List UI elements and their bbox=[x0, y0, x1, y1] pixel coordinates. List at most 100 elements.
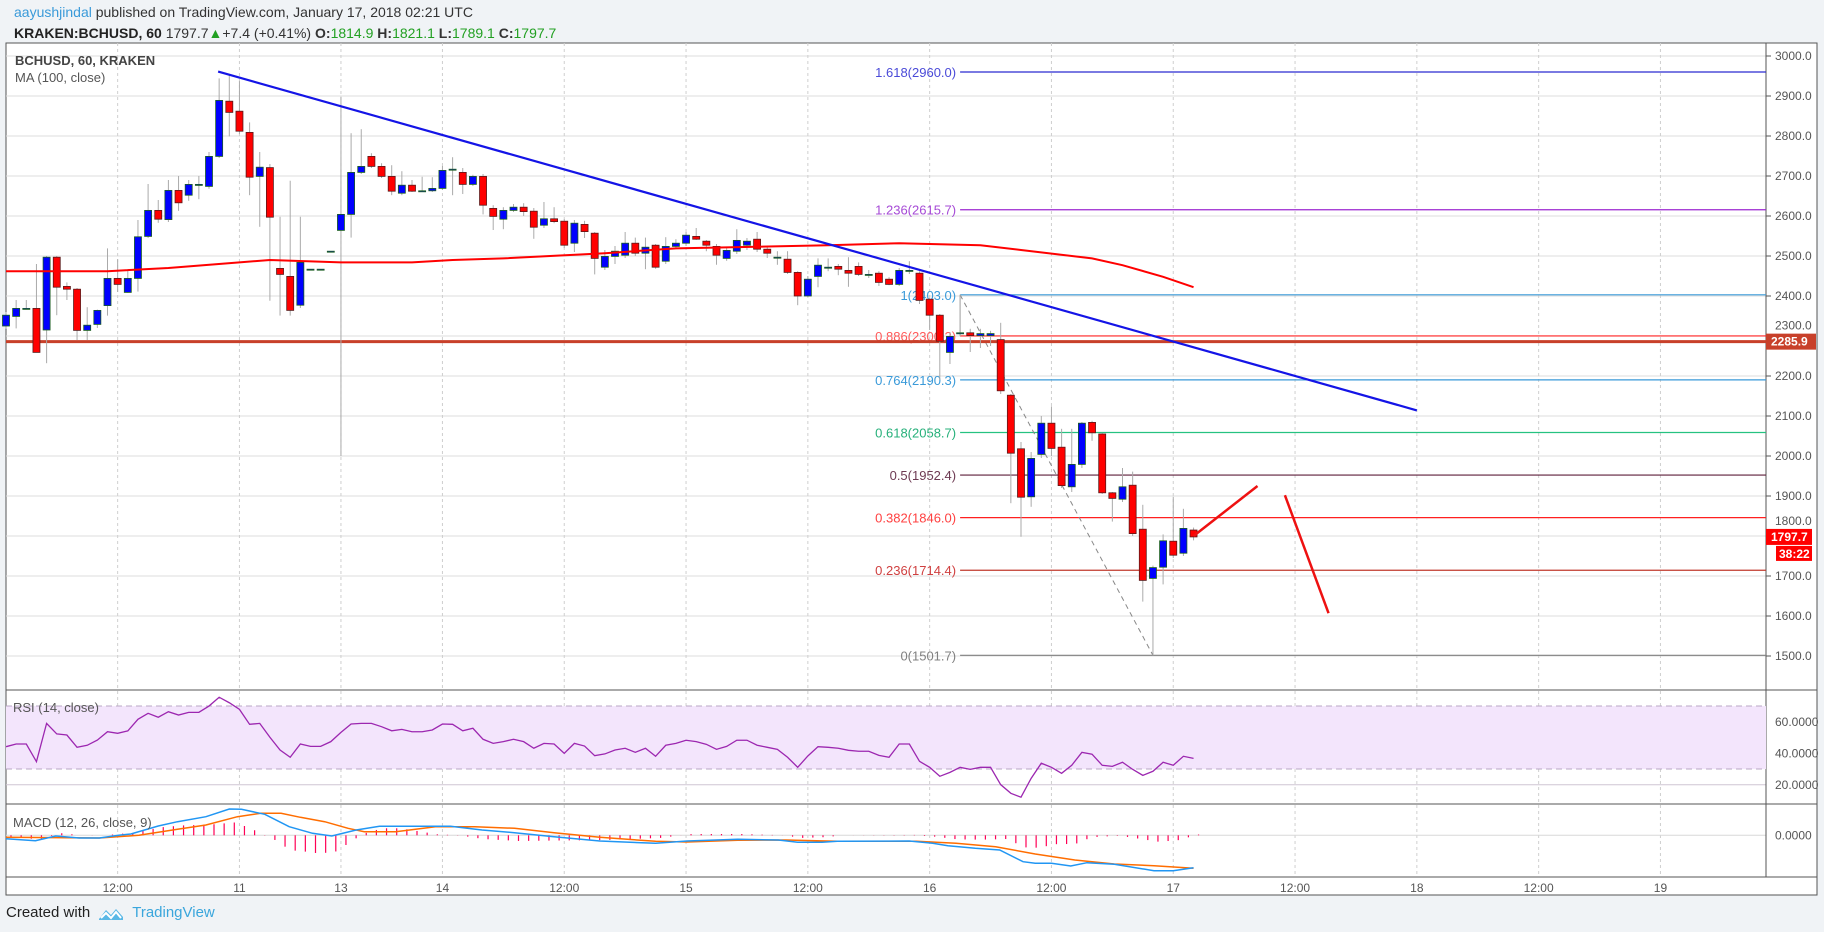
author-link[interactable]: aayushjindal bbox=[14, 4, 92, 20]
rsi-tick-label: 40.0000 bbox=[1775, 746, 1819, 760]
symbol-info: KRAKEN:BCHUSD, 60 1797.7▲+7.4 (+0.41%) O… bbox=[14, 25, 556, 41]
time-tick-label: 13 bbox=[334, 881, 348, 895]
time-tick-label: 16 bbox=[923, 881, 937, 895]
footer: Created with TradingView bbox=[6, 904, 215, 921]
macd-legend[interactable]: MACD (12, 26, close, 9) bbox=[13, 815, 152, 830]
triangle-up-icon: ▲ bbox=[208, 25, 223, 41]
candle-up bbox=[438, 169, 447, 189]
candle-up bbox=[682, 234, 690, 244]
support-price-badge bbox=[1766, 333, 1816, 350]
candle-up bbox=[773, 256, 782, 259]
candle-down bbox=[996, 339, 1005, 392]
price-tick-label: 2500.0 bbox=[1775, 249, 1812, 263]
candle-down bbox=[154, 209, 163, 220]
fib-level-label: 0.5(1952.4) bbox=[890, 468, 957, 483]
candle-up bbox=[905, 269, 914, 272]
high-label: H: bbox=[377, 25, 393, 41]
support-price-label: 2285.9 bbox=[1771, 335, 1808, 349]
candle-up bbox=[621, 242, 630, 256]
countdown-badge bbox=[1776, 545, 1812, 561]
candle-up bbox=[661, 245, 670, 262]
rsi-legend[interactable]: RSI (14, close) bbox=[13, 700, 99, 715]
candle-down bbox=[276, 267, 284, 275]
candle-up bbox=[397, 184, 406, 194]
candle-up bbox=[570, 222, 579, 244]
ma-legend[interactable]: MA (100, close) bbox=[15, 70, 105, 85]
candle-up bbox=[600, 255, 609, 268]
price-tick-label: 2300.0 bbox=[1775, 319, 1812, 333]
symbol-label: KRAKEN:BCHUSD, 60 bbox=[14, 25, 162, 41]
publish-info: aayushjindal published on TradingView.co… bbox=[14, 4, 473, 20]
bearish-trendline bbox=[217, 70, 1418, 412]
candle-down bbox=[245, 131, 254, 178]
candle-up bbox=[347, 171, 356, 215]
candle-up bbox=[743, 240, 751, 246]
candle-down bbox=[753, 238, 761, 250]
candle-up bbox=[93, 309, 102, 325]
ma100-line bbox=[6, 242, 1194, 289]
price-tick-label: 2900.0 bbox=[1775, 89, 1812, 103]
candle-up bbox=[428, 187, 437, 192]
price-tick-label: 1500.0 bbox=[1775, 649, 1812, 663]
candle-up bbox=[1179, 528, 1188, 554]
candle-up bbox=[864, 273, 873, 276]
candle-up bbox=[611, 250, 619, 257]
created-with-text: Created with bbox=[6, 904, 91, 921]
candle-down bbox=[174, 189, 183, 204]
candle-down bbox=[966, 332, 975, 336]
candle-up bbox=[164, 189, 173, 220]
candle-up bbox=[306, 268, 315, 271]
time-tick-label: 18 bbox=[1410, 881, 1424, 895]
candle-down bbox=[489, 207, 498, 217]
candle-up bbox=[976, 333, 985, 337]
candle-down bbox=[875, 272, 883, 283]
price-tick-label: 2800.0 bbox=[1775, 129, 1812, 143]
candle-down bbox=[1047, 422, 1056, 449]
candle-up bbox=[499, 209, 508, 220]
candle-down bbox=[1138, 528, 1147, 581]
rsi-line bbox=[5, 696, 1194, 799]
candle-up bbox=[824, 266, 833, 269]
chart-legend-title: BCHUSD, 60, KRAKEN bbox=[15, 53, 155, 68]
candle-down bbox=[590, 232, 599, 259]
open-value: 1814.9 bbox=[330, 25, 374, 41]
fib-level-label: 1(2403.0) bbox=[900, 288, 956, 303]
candle-down bbox=[763, 248, 772, 254]
price-tick-label: 3000.0 bbox=[1775, 49, 1812, 63]
candle-down bbox=[580, 223, 589, 232]
rsi-tick-label: 60.0000 bbox=[1775, 715, 1819, 729]
last-price-badge bbox=[1766, 528, 1812, 545]
fib-level-label: 0.764(2190.3) bbox=[875, 373, 956, 388]
candle-down bbox=[387, 175, 396, 192]
candle-up bbox=[448, 168, 457, 171]
candle-up bbox=[255, 166, 264, 177]
tradingview-link[interactable]: TradingView bbox=[132, 904, 215, 921]
candle-down bbox=[1088, 421, 1096, 434]
macd-tick-label: 0.0000 bbox=[1775, 828, 1812, 842]
candle-down bbox=[113, 277, 122, 285]
candle-down bbox=[1057, 446, 1066, 487]
candle-down bbox=[63, 285, 71, 290]
candle-down bbox=[844, 269, 853, 274]
price-tick-label: 1700.0 bbox=[1775, 569, 1812, 583]
rsi-band bbox=[6, 706, 1766, 770]
candle-down bbox=[925, 298, 934, 316]
candle-up bbox=[814, 264, 822, 277]
candle-up bbox=[468, 175, 477, 185]
candle-down bbox=[854, 265, 863, 275]
candle-up bbox=[1159, 540, 1167, 568]
fib-level-label: 1.236(2615.7) bbox=[875, 203, 956, 218]
candle-up bbox=[540, 218, 548, 226]
candle-up bbox=[722, 249, 731, 259]
publish-text: published on TradingView.com, January 17… bbox=[91, 4, 473, 20]
fib-level-label: 0(1501.7) bbox=[900, 648, 956, 663]
candle-up bbox=[946, 335, 954, 353]
candle-down bbox=[1098, 433, 1107, 494]
macd-signal-line bbox=[5, 812, 1194, 870]
candle-up bbox=[123, 277, 132, 293]
rsi-tick-label: 20.0000 bbox=[1775, 778, 1819, 792]
fib-level-label: 0.236(1714.4) bbox=[875, 563, 956, 578]
candle-down bbox=[550, 218, 558, 223]
candle-up bbox=[337, 213, 345, 231]
